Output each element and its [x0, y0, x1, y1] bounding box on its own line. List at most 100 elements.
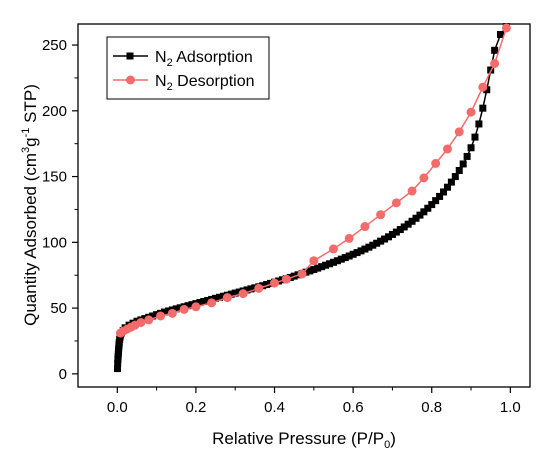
adsorption-point [483, 86, 491, 94]
legend-circle-marker-icon [126, 75, 135, 85]
desorption-point [156, 311, 166, 321]
adsorption-point [463, 152, 471, 160]
adsorption-point [160, 308, 168, 316]
adsorption-point [215, 293, 223, 301]
y-tick-label: 0 [59, 366, 67, 383]
desorption-point [454, 127, 464, 137]
legend-item-adsorption: N2 Adsorption [113, 49, 253, 69]
adsorption-point [184, 302, 192, 310]
adsorption-point [373, 239, 381, 247]
adsorption-point [451, 173, 459, 181]
adsorption-point [306, 267, 314, 275]
adsorption-point [149, 312, 157, 320]
desorption-point [344, 233, 354, 243]
adsorption-point [369, 241, 377, 249]
adsorption-point [263, 281, 271, 289]
adsorption-point [424, 204, 432, 212]
x-tick-label: 0.2 [185, 399, 206, 416]
adsorption-point [404, 220, 412, 228]
x-tick-label: 0.8 [421, 399, 442, 416]
adsorption-point [443, 183, 451, 191]
legend: N2 Adsorption N2 Desorption [106, 36, 270, 100]
adsorption-point [400, 223, 408, 231]
desorption-point [466, 107, 476, 117]
adsorption-point [396, 226, 404, 234]
adsorption-point [243, 286, 251, 294]
adsorption-point [365, 243, 373, 251]
y-tick-label: 200 [42, 103, 67, 120]
desorption-point [254, 283, 264, 293]
y-tick-label: 150 [42, 169, 67, 186]
adsorption-point [361, 245, 369, 253]
adsorption-point [467, 144, 475, 152]
desorption-point [501, 23, 511, 33]
adsorption-point [475, 120, 483, 128]
adsorption-point [114, 359, 122, 367]
adsorption-point [314, 264, 322, 272]
desorption-point [207, 298, 217, 308]
adsorption-point [259, 282, 267, 290]
desorption-point [391, 198, 401, 208]
x-axis-title: Relative Pressure (P/P0) [212, 429, 396, 451]
legend-box [106, 36, 270, 100]
adsorption-point [349, 250, 357, 258]
adsorption-point [310, 266, 318, 274]
adsorption-point [408, 217, 416, 225]
adsorption-point [412, 214, 420, 222]
adsorption-point [333, 257, 341, 265]
plot-frame [77, 23, 531, 388]
desorption-point [490, 58, 500, 68]
adsorption-point [471, 133, 479, 141]
adsorption-point [114, 365, 122, 373]
adsorption-point [164, 307, 172, 315]
desorption-point [281, 274, 291, 284]
y-axis-title: Quantity Adsorbed (cm3g-1 STP) [20, 84, 40, 326]
desorption-point [297, 269, 307, 279]
plot-area: 0.0 0.2 0.4 0.6 0.8 1.0 0 50 100 150 200 250 [42, 23, 531, 416]
desorption-point [144, 315, 154, 325]
adsorption-point [447, 178, 455, 186]
x-tick-label: 0.6 [343, 399, 364, 416]
adsorption-point [318, 263, 326, 271]
adsorption-point [196, 299, 204, 307]
adsorption-point [231, 289, 239, 297]
x-tick-label: 1.0 [500, 399, 521, 416]
adsorption-point [436, 192, 444, 200]
desorption-point [115, 328, 125, 338]
adsorption-point [491, 46, 499, 54]
desorption-point [360, 222, 370, 232]
adsorption-point [204, 296, 212, 304]
adsorption-point [392, 228, 400, 236]
adsorption-point [247, 285, 255, 293]
desorption-point [238, 289, 248, 299]
adsorption-point [416, 211, 424, 219]
ticks-layer: 0.0 0.2 0.4 0.6 0.8 1.0 0 50 100 150 200 250 [42, 37, 521, 416]
adsorption-point [497, 31, 505, 39]
adsorption-point [353, 249, 361, 257]
desorption-point [328, 244, 338, 254]
adsorption-point [341, 254, 349, 262]
adsorption-point [329, 258, 337, 266]
adsorption-point [326, 260, 334, 268]
adsorption-point [200, 298, 208, 306]
desorption-point [407, 186, 417, 196]
legend-label-desorption: N2 Desorption [155, 73, 255, 93]
y-tick-label: 250 [42, 37, 67, 54]
y-tick-label: 50 [50, 300, 67, 317]
legend-item-desorption: N2 Desorption [113, 73, 255, 93]
x-tick-label: 0.0 [107, 399, 128, 416]
desorption-point [376, 210, 386, 220]
adsorption-point [227, 290, 235, 298]
adsorption-point [357, 247, 365, 255]
adsorption-point [212, 294, 220, 302]
series-layer [114, 23, 511, 373]
y-tick-label: 100 [42, 234, 67, 251]
adsorption-point [377, 237, 385, 245]
desorption-point [222, 293, 232, 303]
series-desorption [115, 23, 511, 338]
desorption-point [419, 173, 429, 183]
adsorption-point [345, 252, 353, 260]
legend-square-marker-icon [126, 52, 134, 60]
desorption-point [309, 256, 319, 266]
